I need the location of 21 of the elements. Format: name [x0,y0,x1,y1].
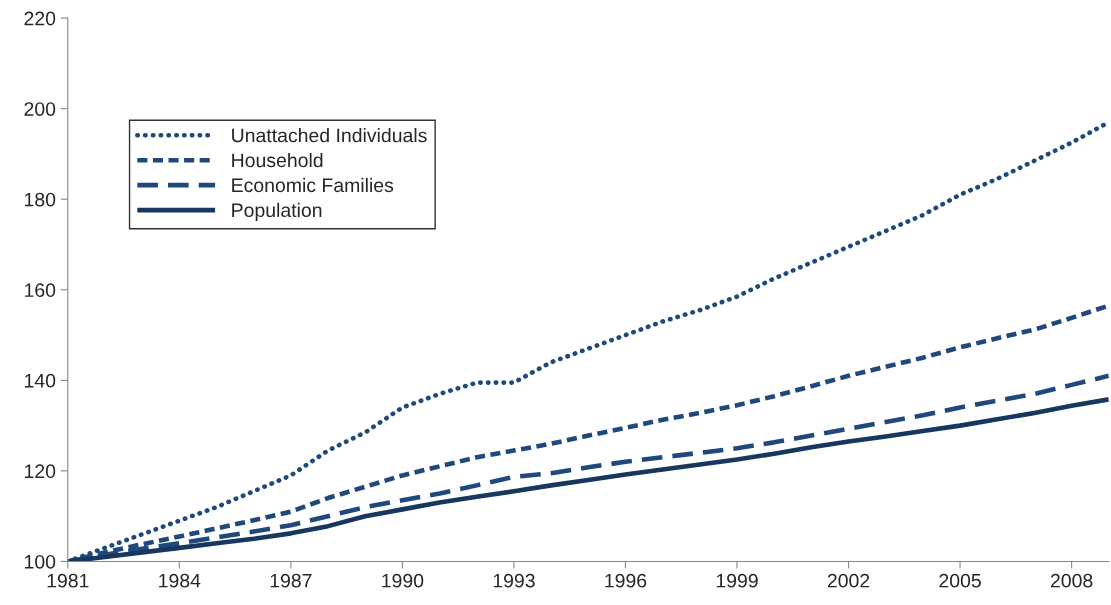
legend-label: Household [232,152,323,168]
x-tick-label: 1993 [493,573,535,588]
y-tick-label: 160 [25,283,56,298]
x-tick-label: 2005 [939,573,981,588]
y-tick-label: 100 [25,554,56,569]
x-tick-label: 1996 [605,573,647,588]
y-tick-label: 220 [24,11,56,26]
legend-label: Economic Families [232,177,394,193]
x-tick-label: 1987 [270,573,312,588]
legend-label: Population [232,202,322,221]
x-tick-label: 1990 [382,573,424,588]
y-tick-label: 180 [25,192,56,207]
x-tick-label: 1981 [47,573,89,588]
x-tick-label: 1984 [159,573,201,588]
y-tick-label: 120 [25,464,56,479]
x-tick-label: 1999 [716,573,758,588]
x-tick-label: 2002 [827,573,870,588]
y-tick-label: 200 [24,102,56,116]
x-tick-label: 2008 [1050,573,1093,588]
y-tick-label: 140 [25,373,56,388]
legend-label: Unattached Individuals [232,128,427,143]
